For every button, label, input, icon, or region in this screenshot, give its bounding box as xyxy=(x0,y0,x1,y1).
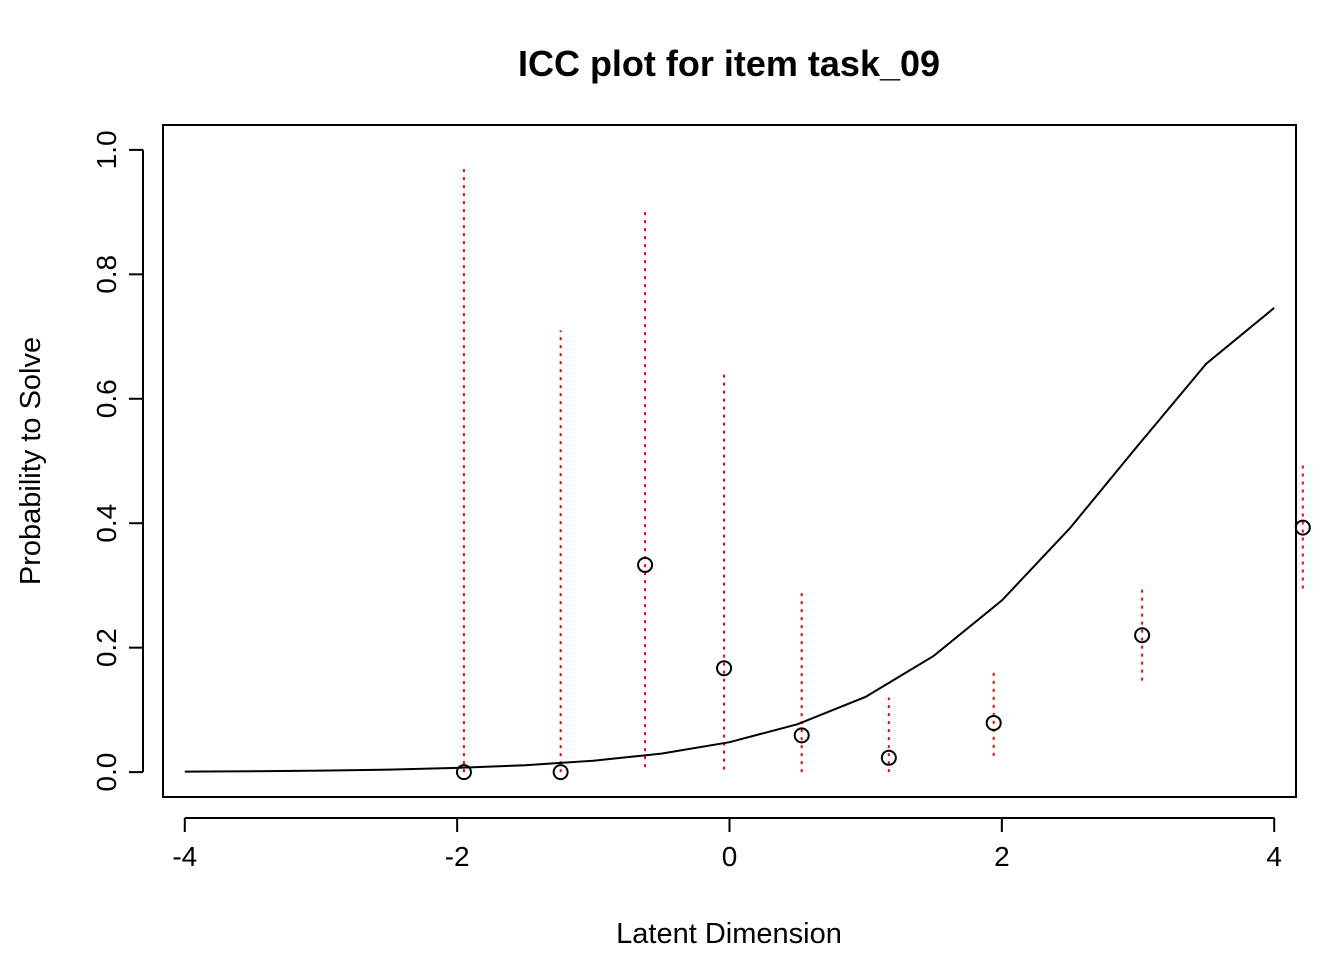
x-tick-label: 0 xyxy=(722,841,738,872)
data-point xyxy=(1294,519,1311,536)
x-tick-label: 2 xyxy=(994,841,1010,872)
y-tick-label: 1.0 xyxy=(91,130,122,169)
chart-title: ICC plot for item task_09 xyxy=(518,43,940,84)
axes-layer: -4 -2 0 2 4 0.0 0.2 0.4 0.6 0.8 1.0 xyxy=(91,130,1282,872)
x-tick-label: -4 xyxy=(172,841,197,872)
data-point xyxy=(793,727,810,744)
data-point xyxy=(455,764,472,781)
data-point xyxy=(985,714,1002,731)
plot-layer xyxy=(184,168,1311,781)
data-point xyxy=(880,749,897,766)
y-axis-label: Probability to Solve xyxy=(15,337,47,585)
data-point xyxy=(637,556,654,573)
y-tick-label: 0.6 xyxy=(91,379,122,418)
x-tick-label: -2 xyxy=(445,841,470,872)
data-point xyxy=(552,764,569,781)
plot-box xyxy=(162,124,1297,798)
data-point xyxy=(716,660,733,677)
x-tick-label: 4 xyxy=(1266,841,1282,872)
data-point xyxy=(1134,627,1151,644)
y-tick-label: 0.4 xyxy=(91,504,122,543)
icc-curve xyxy=(184,307,1275,773)
y-tick-label: 0.0 xyxy=(91,753,122,792)
x-axis-label: Latent Dimension xyxy=(616,918,842,950)
y-tick-label: 0.8 xyxy=(91,255,122,294)
y-tick-label: 0.2 xyxy=(91,628,122,667)
